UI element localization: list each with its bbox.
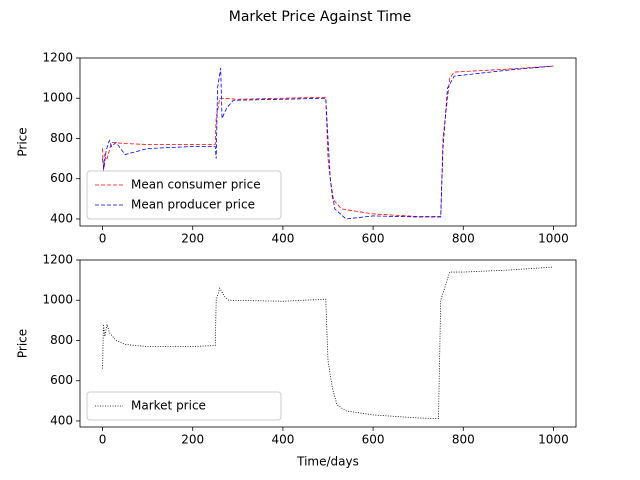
y-tick-label: 800 bbox=[50, 333, 73, 347]
x-tick-label: 0 bbox=[99, 232, 107, 246]
chart-title: Market Price Against Time bbox=[229, 9, 411, 25]
x-tick-label: 600 bbox=[362, 232, 385, 246]
y-tick-label: 1000 bbox=[42, 293, 73, 307]
x-tick-label: 0 bbox=[99, 433, 107, 447]
x-tick-label: 800 bbox=[452, 433, 475, 447]
y-tick-label: 400 bbox=[50, 413, 73, 427]
x-tick-label: 200 bbox=[181, 433, 204, 447]
y-tick-label: 1000 bbox=[42, 91, 73, 105]
x-tick-label: 200 bbox=[181, 232, 204, 246]
data-line bbox=[102, 65, 554, 217]
y-tick-label: 600 bbox=[50, 373, 73, 387]
axes-frame bbox=[79, 57, 577, 227]
x-tick-label: 400 bbox=[271, 232, 294, 246]
data-line bbox=[102, 65, 554, 220]
x-tick-label: 400 bbox=[271, 433, 294, 447]
y-tick-label: 400 bbox=[50, 211, 73, 225]
x-tick-label: 1000 bbox=[538, 232, 569, 246]
y-tick-label: 1200 bbox=[42, 51, 73, 65]
x-tick-label: 1000 bbox=[538, 433, 569, 447]
y-tick-label: 1200 bbox=[42, 253, 73, 267]
legend: Mean consumer price Mean producer price bbox=[86, 170, 282, 220]
y-tick-label: 600 bbox=[50, 171, 73, 185]
legend-box bbox=[86, 391, 282, 421]
legend-label: Mean producer price bbox=[131, 198, 255, 212]
legend-box bbox=[86, 170, 282, 220]
legend-label: Market price bbox=[131, 399, 206, 413]
y-tick-label: 800 bbox=[50, 131, 73, 145]
axes-frame bbox=[79, 259, 577, 428]
legend: Market price bbox=[86, 391, 282, 421]
y-axis-label: Price bbox=[16, 127, 30, 156]
legend-label: Mean consumer price bbox=[131, 178, 261, 192]
x-tick-label: 800 bbox=[452, 232, 475, 246]
x-axis-label: Time/days bbox=[296, 455, 359, 469]
y-axis-label: Price bbox=[16, 329, 30, 358]
x-tick-label: 600 bbox=[362, 433, 385, 447]
